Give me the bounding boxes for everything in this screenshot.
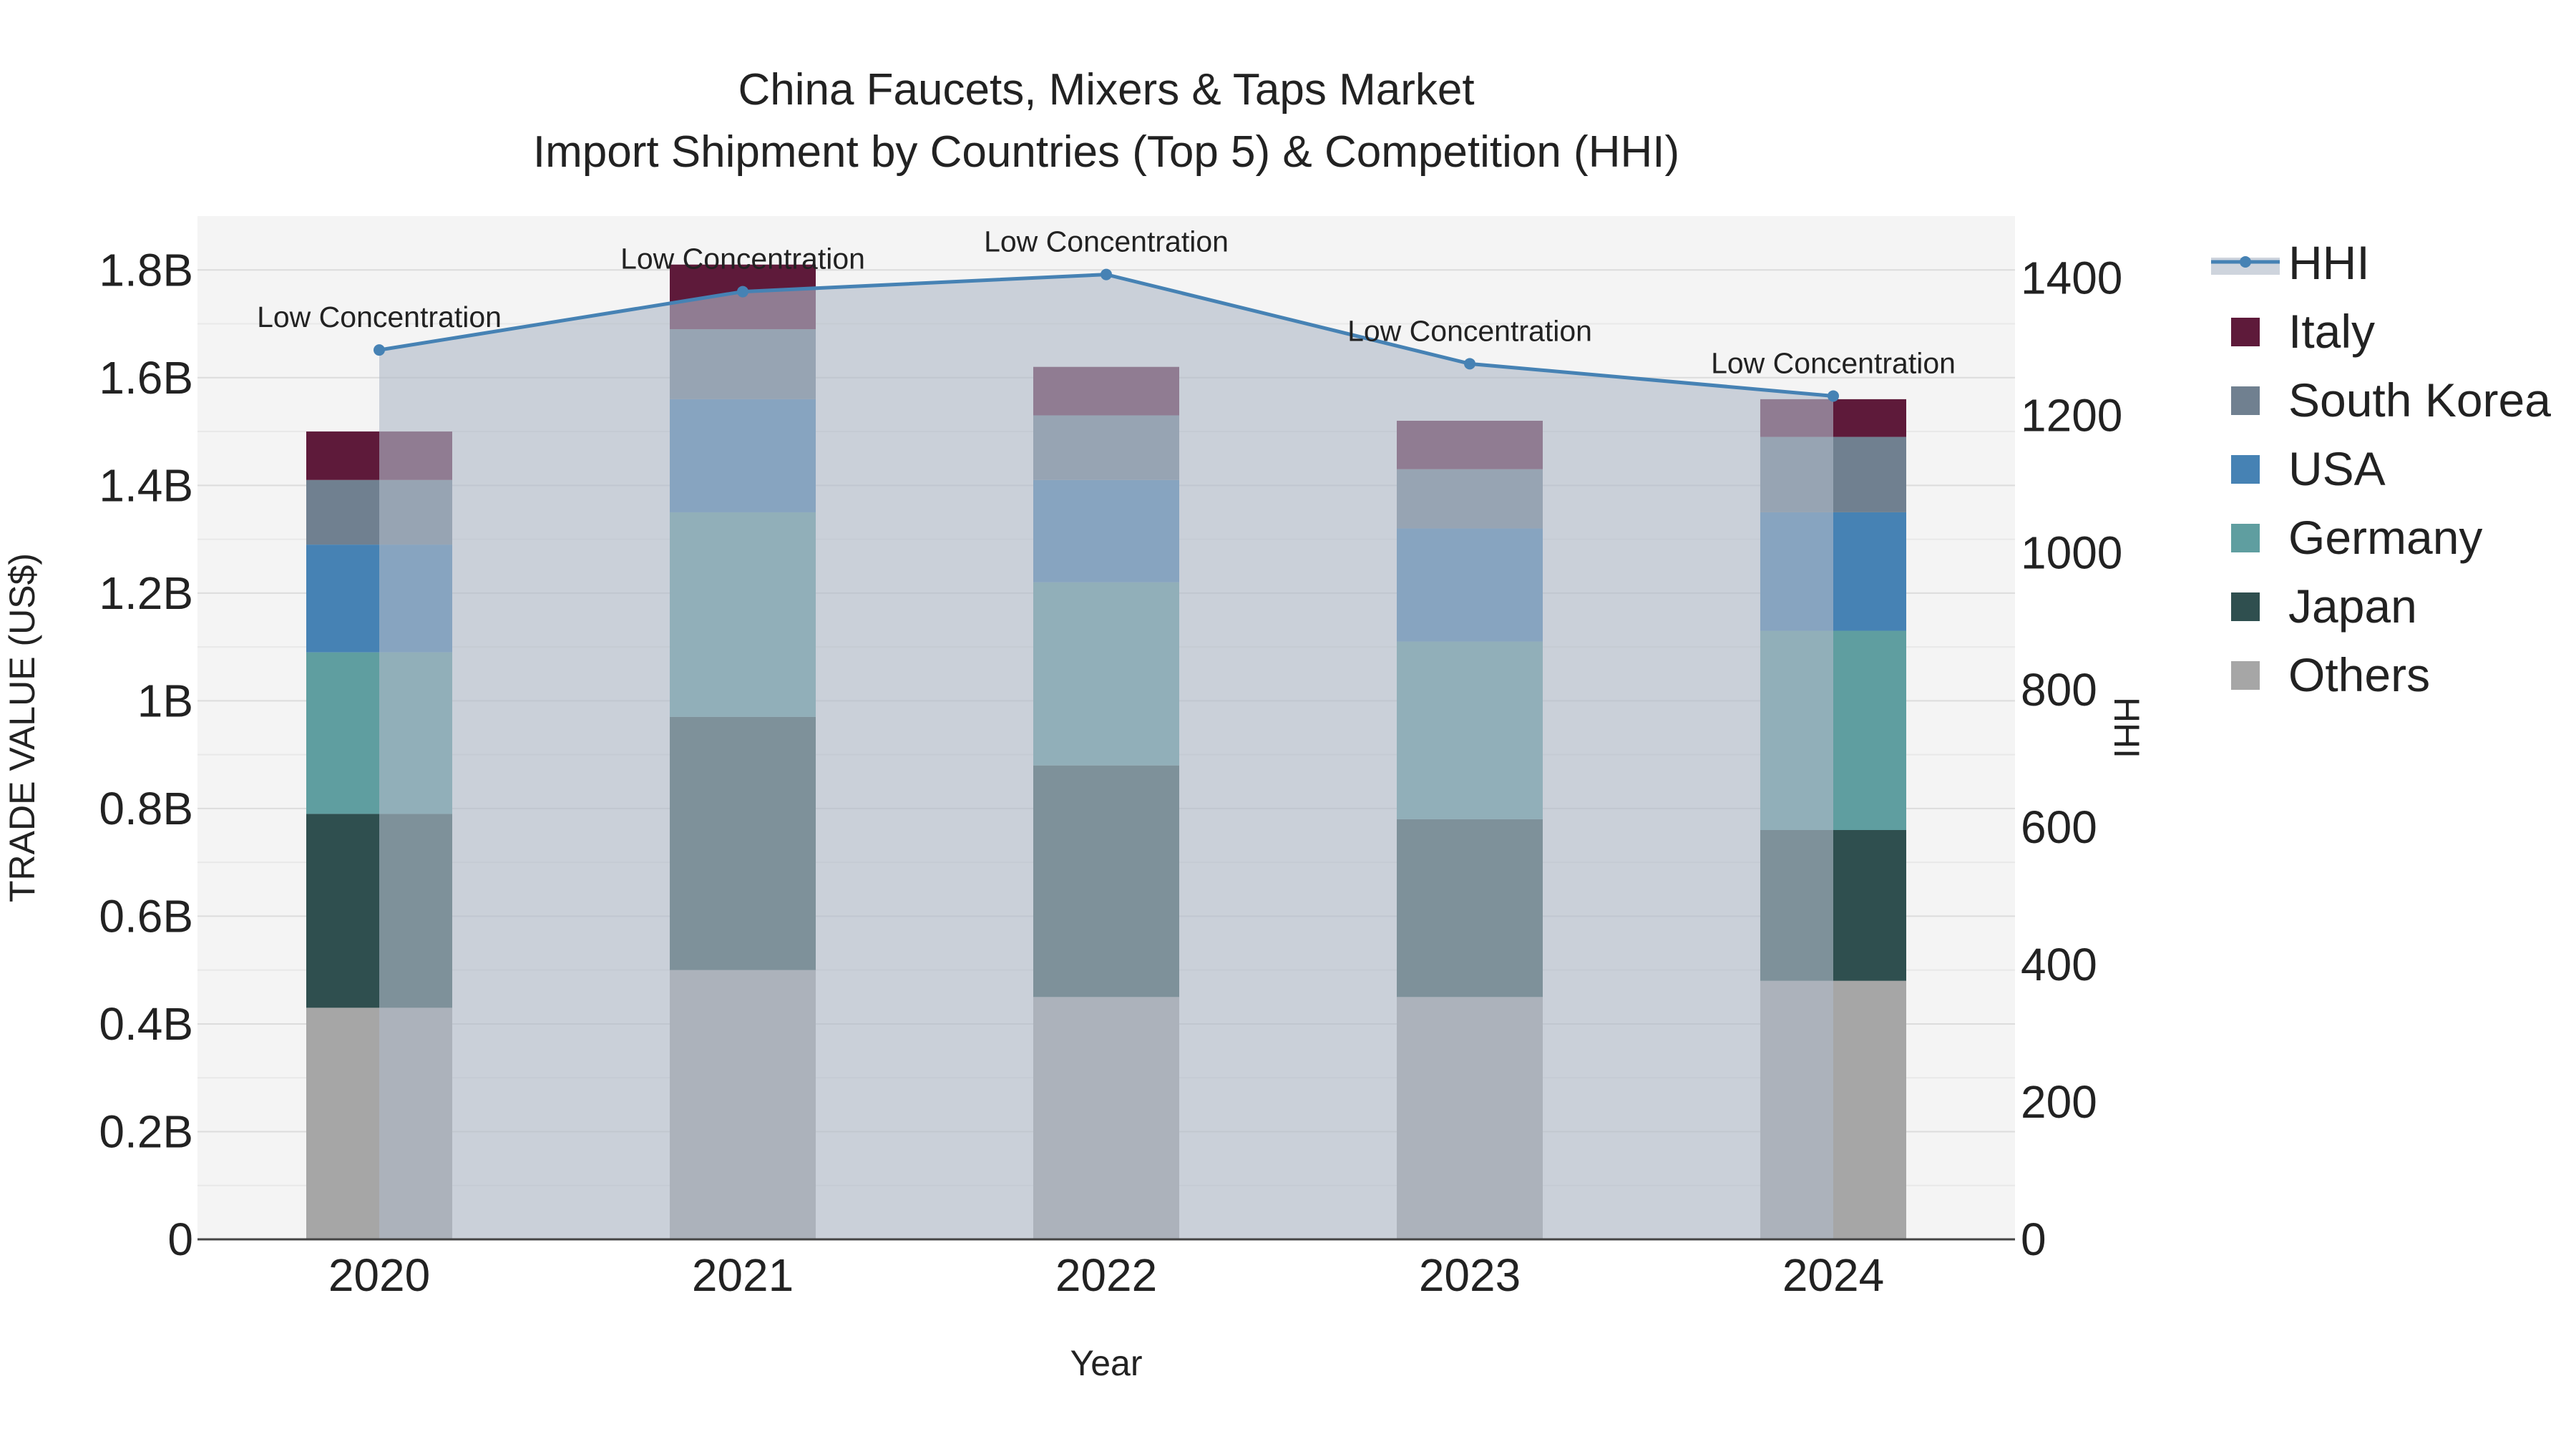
legend-swatch-japan <box>2231 592 2260 621</box>
legend-swatch-germany <box>2231 524 2260 552</box>
hhi-layer: Low Concentration Low Concentration Low Co… <box>257 225 1956 1240</box>
y-tick-label: 0 <box>167 1214 193 1265</box>
legend-label-japan: Japan <box>2288 580 2417 633</box>
legend-swatch-hhi-marker <box>2240 256 2251 268</box>
y-tick-label: 0.6B <box>99 890 193 942</box>
hhi-annotation-2023: Low Concentration <box>1347 314 1592 347</box>
x-axis-ticks: 2020 2021 2022 2023 2024 <box>328 1249 1884 1301</box>
hhi-annotation-2020: Low Concentration <box>257 301 502 333</box>
y2-tick-label: 800 <box>2021 664 2097 716</box>
legend-label-italy: Italy <box>2288 305 2375 358</box>
hhi-annotation-2024: Low Concentration <box>1711 346 1956 379</box>
x-axis-title: Year <box>1070 1343 1142 1383</box>
y2-tick-label: 1000 <box>2021 527 2122 578</box>
hhi-point-2020 <box>374 344 385 356</box>
hhi-point-2022 <box>1101 268 1112 280</box>
y-tick-label: 1.8B <box>99 244 193 296</box>
y2-tick-label: 1400 <box>2021 252 2122 303</box>
y-tick-label: 1.4B <box>99 459 193 511</box>
y-tick-label: 0.2B <box>99 1106 193 1157</box>
y2-axis-ticks: 0 200 400 600 800 1000 1200 1400 <box>2021 252 2122 1265</box>
y2-tick-label: 400 <box>2021 939 2097 990</box>
legend-label-usa: USA <box>2288 442 2386 495</box>
hhi-annotation-2021: Low Concentration <box>620 243 865 275</box>
y-tick-label: 1.6B <box>99 352 193 404</box>
x-tick-label: 2022 <box>1055 1249 1157 1301</box>
legend-label-hhi: HHI <box>2288 236 2370 289</box>
y-axis-title: TRADE VALUE (US$) <box>2 553 42 902</box>
y-tick-label: 1.2B <box>99 567 193 619</box>
hhi-area <box>379 274 1833 1240</box>
y2-tick-label: 0 <box>2021 1214 2046 1265</box>
hhi-point-2023 <box>1464 358 1475 370</box>
y-tick-label: 1B <box>137 675 193 726</box>
x-tick-label: 2023 <box>1419 1249 1521 1301</box>
y2-tick-label: 600 <box>2021 801 2097 853</box>
y-tick-label: 0.8B <box>99 783 193 834</box>
y2-tick-label: 200 <box>2021 1076 2097 1128</box>
legend-swatch-italy <box>2231 318 2260 346</box>
chart-subtitle: Import Shipment by Countries (Top 5) & C… <box>533 127 1679 177</box>
y2-tick-label: 1200 <box>2021 389 2122 441</box>
legend-swatch-south-korea <box>2231 386 2260 415</box>
legend-swatch-others <box>2231 661 2260 690</box>
x-tick-label: 2020 <box>328 1249 430 1301</box>
x-tick-label: 2021 <box>692 1249 794 1301</box>
chart-title: China Faucets, Mixers & Taps Market <box>738 65 1474 114</box>
legend: HHI Italy South Korea USA Germany Japan Others <box>2211 236 2551 701</box>
legend-label-germany: Germany <box>2288 511 2482 564</box>
y2-axis-title: HHI <box>2107 697 2147 758</box>
hhi-annotation-2022: Low Concentration <box>984 225 1229 258</box>
x-tick-label: 2024 <box>1782 1249 1884 1301</box>
hhi-point-2021 <box>737 286 748 298</box>
legend-label-others: Others <box>2288 648 2430 701</box>
legend-swatch-usa <box>2231 455 2260 484</box>
hhi-point-2024 <box>1828 390 1839 402</box>
legend-label-south-korea: South Korea <box>2288 374 2551 426</box>
y-axis-ticks: 0 0.2B 0.4B 0.6B 0.8B 1B 1.2B 1.4B 1.6B 1.8B <box>99 244 193 1265</box>
y-tick-label: 0.4B <box>99 998 193 1050</box>
